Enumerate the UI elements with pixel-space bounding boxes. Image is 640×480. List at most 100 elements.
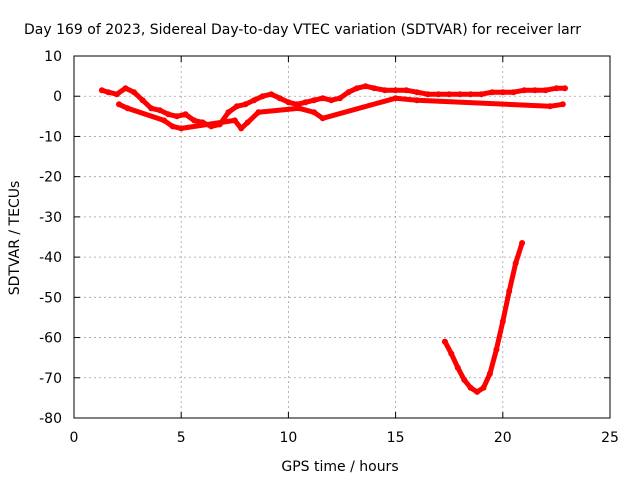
data-point [178, 125, 185, 132]
data-point [244, 119, 251, 126]
data-point [474, 388, 481, 395]
data-point [231, 117, 238, 124]
x-tick-label: 25 [601, 430, 619, 446]
y-tick-label: -10 [39, 129, 62, 145]
data-point [311, 97, 318, 104]
data-point [456, 91, 463, 98]
series-trace [116, 95, 566, 131]
data-point [191, 117, 198, 124]
y-tick-label: -40 [39, 250, 62, 266]
data-point [519, 240, 526, 246]
data-point [461, 376, 468, 383]
data-point [486, 370, 493, 377]
data-point [148, 105, 155, 112]
data-point [116, 101, 122, 108]
data-point [547, 103, 553, 110]
data-point [242, 101, 249, 108]
data-point [478, 91, 485, 98]
data-point [276, 95, 283, 102]
data-point [173, 113, 180, 120]
data-point [139, 97, 146, 104]
plot-frame [73, 55, 611, 419]
data-point [285, 99, 292, 106]
data-point [371, 85, 378, 92]
data-point [510, 89, 517, 96]
x-axis-label: GPS time / hours [281, 459, 398, 475]
data-point [512, 260, 519, 267]
data-point [467, 91, 474, 98]
y-tick-label: -20 [39, 170, 62, 186]
data-point [113, 91, 120, 98]
data-point [165, 111, 172, 118]
data-point [499, 318, 506, 325]
data-point [441, 338, 448, 345]
data-point [467, 384, 474, 391]
data-point [414, 97, 420, 104]
data-point [336, 95, 343, 102]
data-point [296, 105, 303, 112]
x-tick-label: 0 [70, 430, 79, 446]
data-point [532, 87, 538, 94]
data-point [454, 364, 461, 371]
y-tick-label: -50 [39, 290, 62, 306]
grid-lines [74, 56, 610, 418]
y-tick-label: -80 [39, 411, 62, 427]
data-point [435, 91, 442, 98]
data-point [251, 97, 258, 104]
data-point [499, 89, 506, 96]
data-point [255, 109, 262, 116]
data-point [448, 350, 455, 357]
chart-title: Day 169 of 2023, Sidereal Day-to-day VTE… [24, 22, 581, 38]
data-point [131, 89, 137, 96]
data-point [238, 125, 245, 132]
data-point [105, 89, 112, 96]
data-point [362, 83, 369, 90]
data-point [319, 95, 326, 102]
data-point [553, 85, 560, 92]
data-point [403, 87, 410, 94]
y-tick-label: 0 [53, 89, 62, 105]
data-point [480, 384, 487, 391]
data-points [98, 83, 568, 395]
data-point [489, 89, 496, 96]
axis-ticks: 0 5 10 15 20 25 10 0 -10 -20 -30 -40 -50 -60 -70 -80 [39, 49, 619, 446]
data-point [392, 95, 399, 102]
data-point [381, 87, 388, 94]
data-point [354, 85, 360, 92]
data-point [521, 87, 528, 94]
data-point [302, 99, 309, 106]
data-point [446, 91, 453, 98]
data-point [392, 87, 399, 94]
data-point [259, 93, 266, 100]
data-point [559, 101, 566, 108]
x-tick-label: 5 [177, 430, 186, 446]
y-tick-label: -70 [39, 371, 62, 387]
data-point [182, 111, 189, 118]
x-tick-label: 20 [494, 430, 512, 446]
data-point [319, 115, 326, 122]
data-point [562, 85, 568, 92]
data-point [268, 91, 275, 98]
y-axis-label: SDTVAR / TECUs [7, 181, 23, 296]
data-point [225, 109, 232, 116]
x-tick-label: 10 [279, 430, 297, 446]
data-point [122, 85, 129, 92]
data-point [414, 89, 420, 96]
data-point [493, 346, 500, 353]
x-tick-label: 15 [387, 430, 405, 446]
data-point [328, 97, 335, 104]
data-point [124, 105, 131, 112]
data-point [169, 123, 176, 130]
data-point [345, 89, 352, 96]
data-point [156, 107, 163, 114]
y-tick-label: -60 [39, 331, 62, 347]
data-point [98, 87, 105, 94]
data-point [161, 117, 167, 124]
data-point [424, 91, 431, 98]
y-tick-label: -30 [39, 210, 62, 226]
data-point [233, 103, 240, 110]
data-point [311, 109, 318, 116]
y-tick-label: 10 [44, 49, 62, 65]
data-point [542, 87, 549, 94]
